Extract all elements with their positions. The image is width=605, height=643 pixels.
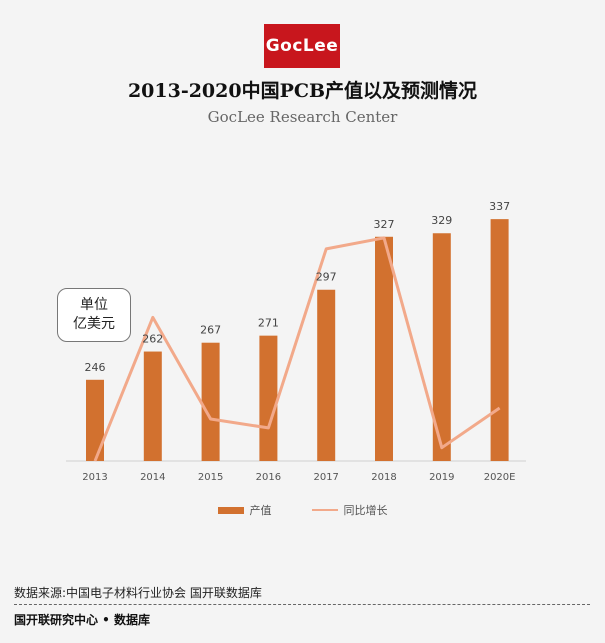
footer-text: 国开联研究中心 • 数据库 [14, 613, 151, 627]
growth-line [93, 236, 501, 462]
unit-line2: 亿美元 [73, 316, 115, 332]
bar-2013 [86, 379, 104, 461]
bar-2017 [317, 289, 336, 461]
legend-item-bar: 产值 [217, 502, 272, 518]
chart-subtitle: GocLee Research Center [207, 108, 398, 126]
chart-title: 2013-2020中国PCB产值以及预测情况 [127, 80, 478, 102]
bar-value-label-2017: 297 [316, 271, 337, 284]
bar-value-label-2016: 271 [258, 317, 279, 330]
legend-swatch-bar [217, 506, 244, 514]
x-tick-label-2013: 2013 [82, 472, 107, 483]
bar-2015 [201, 342, 220, 461]
bar-value-label-2013: 246 [85, 361, 106, 374]
data-source: 数据来源:中国电子材料行业协会 国开联数据库 [14, 586, 262, 600]
bar-2020E [490, 219, 509, 461]
x-tick-label-2020E: 2020E [484, 472, 516, 483]
unit-box: 单位 亿美元 [57, 288, 131, 342]
legend-item-line: 同比增长 [311, 502, 388, 518]
bar-2014 [143, 351, 162, 461]
footer-divider [14, 604, 590, 605]
bar-2016 [259, 335, 278, 461]
bar-2018 [375, 236, 393, 461]
x-tick-label-2016: 2016 [256, 472, 281, 483]
x-tick-label-2017: 2017 [313, 472, 338, 483]
legend-swatch-line [311, 509, 338, 511]
bar-value-label-2014: 262 [142, 333, 163, 346]
goclee-logo: GocLee [264, 24, 340, 68]
legend-label-bar: 产值 [249, 504, 272, 517]
x-tick-label-2015: 2015 [198, 472, 223, 483]
legend-label-line: 同比增长 [343, 504, 388, 517]
bar-value-label-2018: 327 [374, 218, 395, 231]
bar-value-label-2020E: 337 [489, 200, 510, 213]
x-tick-label-2018: 2018 [371, 472, 396, 483]
bar-2019 [432, 233, 451, 461]
x-tick-label-2014: 2014 [140, 472, 165, 483]
bar-value-label-2019: 329 [431, 214, 452, 227]
legend: 产值 同比增长 [0, 502, 605, 518]
bar-value-label-2015: 267 [200, 324, 221, 337]
x-tick-label-2019: 2019 [429, 472, 454, 483]
unit-line1: 单位 [80, 297, 108, 313]
